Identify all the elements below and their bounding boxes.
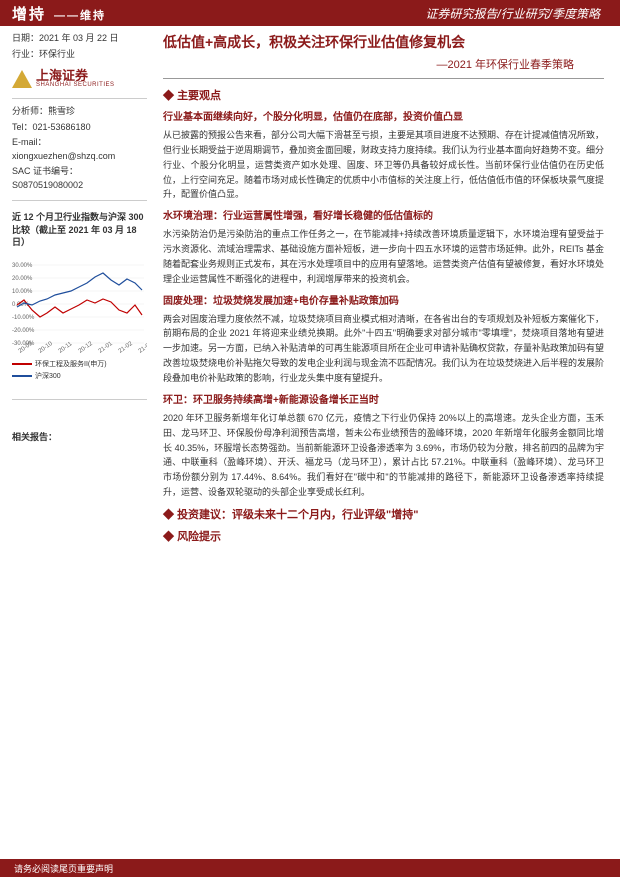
- sac-label: SAC 证书编号：: [12, 166, 78, 176]
- section-main-views: 主要观点: [163, 87, 604, 103]
- footer-left: 请务必阅读尾页重要声明: [14, 862, 113, 875]
- svg-text:30.00%: 30.00%: [12, 263, 33, 269]
- paragraph-2: 水污染防治仍是污染防治的重点工作任务之一，在节能减排+持续改善环境质量逻辑下，水…: [163, 227, 604, 286]
- legend-item-2: 沪深300: [12, 371, 147, 381]
- legend-label-2: 沪深300: [35, 371, 61, 381]
- logo: 上海证券 SHANGHAI SECURITIES: [12, 69, 147, 88]
- date-row: 日期：2021 年 03 月 22 日: [12, 32, 147, 46]
- sac-row: SAC 证书编号： S0870519080002: [12, 165, 147, 192]
- analyst-row: 分析师：熊雪珍: [12, 105, 147, 119]
- svg-text:20.00%: 20.00%: [12, 276, 33, 282]
- svg-text:-10.00%: -10.00%: [12, 315, 35, 321]
- svg-text:10.00%: 10.00%: [12, 289, 33, 295]
- chart-legend: 环保工程及服务II(申万) 沪深300: [12, 359, 147, 381]
- breadcrumb: 证券研究报告/行业研究/季度策略: [150, 5, 620, 22]
- sac-value: S0870519080002: [12, 180, 83, 190]
- analyst-label: 分析师：: [12, 106, 48, 116]
- heading-2: 水环境治理：行业运营属性增强，看好增长稳健的低估值标的: [163, 210, 604, 224]
- email-label: E-mail：: [12, 137, 47, 147]
- header-strip: 增持 ——维持 证券研究报告/行业研究/季度策略: [0, 0, 620, 26]
- page-container: 日期：2021 年 03 月 22 日 行业：环保行业 上海证券 SHANGHA…: [0, 26, 620, 859]
- heading-1: 行业基本面继续向好，个股分化明显，估值仍在底部，投资价值凸显: [163, 111, 604, 125]
- svg-text:21-01: 21-01: [98, 340, 115, 354]
- sidebar: 日期：2021 年 03 月 22 日 行业：环保行业 上海证券 SHANGHA…: [0, 26, 155, 859]
- heading-3: 固废处理：垃圾焚烧发展加速+电价存量补贴政策加码: [163, 295, 604, 309]
- legend-color-1: [12, 363, 32, 365]
- industry-value: 环保行业: [39, 49, 75, 59]
- logo-main-text: 上海证券: [36, 69, 115, 82]
- section-investment: 投资建议：评级未来十二个月内，行业评级"增持": [163, 506, 604, 522]
- related-reports-title: 相关报告：: [12, 430, 147, 443]
- date-label: 日期：: [12, 33, 39, 43]
- paragraph-1: 从已披露的预报公告来看，部分公司大幅下滑甚至亏损，主要是其项目进度不达预期、存在…: [163, 128, 604, 202]
- industry-row: 行业：环保行业: [12, 48, 147, 62]
- svg-text:21-03: 21-03: [138, 340, 147, 354]
- industry-label: 行业：: [12, 49, 39, 59]
- logo-sub-text: SHANGHAI SECURITIES: [36, 82, 115, 88]
- email-value: xiongxuezhen@shzq.com: [12, 151, 115, 161]
- analyst-name: 熊雪珍: [48, 106, 75, 116]
- section-risk: 风险提示: [163, 528, 604, 544]
- paragraph-3: 两会对固废治理力度依然不减，垃圾焚烧项目商业模式相对清晰，在各省出台的专项规划及…: [163, 312, 604, 386]
- date-value: 2021 年 03 月 22 日: [39, 33, 119, 43]
- main-content: 低估值+高成长，积极关注环保行业估值修复机会 —2021 年环保行业春季策略 主…: [155, 26, 620, 859]
- svg-text:20-10: 20-10: [38, 340, 55, 354]
- tel-label: Tel：: [12, 122, 33, 132]
- chart-title: 近 12 个月卫行业指数与沪深 300 比较（截止至 2021 年 03 月 1…: [12, 211, 147, 249]
- tel-row: Tel：021-53686180: [12, 121, 147, 135]
- rating-label: 增持 ——维持: [0, 3, 150, 24]
- footer: 请务必阅读尾页重要声明: [0, 859, 620, 877]
- page-title: 低估值+高成长，积极关注环保行业估值修复机会: [163, 32, 604, 52]
- legend-color-2: [12, 375, 32, 377]
- svg-text:-20.00%: -20.00%: [12, 328, 35, 334]
- svg-text:20-12: 20-12: [78, 340, 95, 354]
- heading-4: 环卫：环卫服务持续高增+新能源设备增长正当时: [163, 394, 604, 408]
- tel-value: 021-53686180: [33, 122, 91, 132]
- page-subtitle: —2021 年环保行业春季策略: [163, 56, 604, 72]
- logo-icon: [12, 70, 32, 88]
- email-row: E-mail： xiongxuezhen@shzq.com: [12, 136, 147, 163]
- rating-text: 增持: [12, 6, 46, 23]
- rating-badge: ——维持: [54, 10, 106, 22]
- paragraph-4: 2020 年环卫服务新增年化订单总额 670 亿元，疫情之下行业仍保持 20%以…: [163, 411, 604, 500]
- index-chart: 30.00%20.00%10.00%0.00%-10.00%-20.00%-30…: [12, 255, 147, 355]
- svg-text:21-02: 21-02: [118, 340, 135, 354]
- legend-item-1: 环保工程及服务II(申万): [12, 359, 147, 369]
- legend-label-1: 环保工程及服务II(申万): [35, 359, 107, 369]
